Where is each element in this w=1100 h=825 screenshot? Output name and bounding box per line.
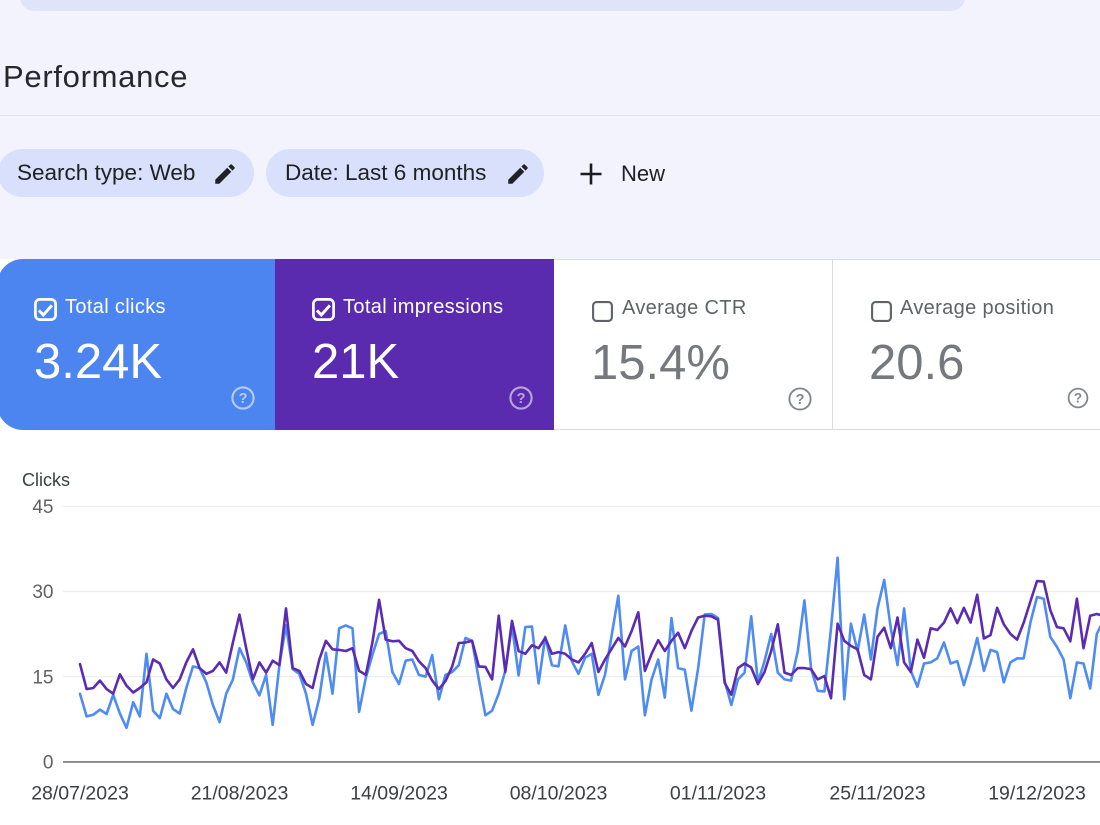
svg-text:19/12/2023: 19/12/2023 bbox=[988, 783, 1086, 805]
svg-text:?: ? bbox=[1074, 391, 1082, 406]
svg-text:15: 15 bbox=[32, 667, 53, 688]
svg-text:0: 0 bbox=[43, 753, 54, 774]
svg-text:?: ? bbox=[517, 391, 526, 407]
svg-text:01/11/2023: 01/11/2023 bbox=[670, 783, 766, 805]
svg-text:25/11/2023: 25/11/2023 bbox=[829, 783, 925, 805]
svg-text:Clicks: Clicks bbox=[22, 470, 70, 490]
svg-text:08/10/2023: 08/10/2023 bbox=[510, 783, 608, 805]
svg-text:?: ? bbox=[239, 391, 248, 407]
svg-text:21/08/2023: 21/08/2023 bbox=[191, 783, 289, 805]
svg-text:45: 45 bbox=[32, 497, 53, 518]
svg-text:?: ? bbox=[796, 392, 805, 408]
svg-text:28/07/2023: 28/07/2023 bbox=[31, 783, 129, 805]
svg-text:14/09/2023: 14/09/2023 bbox=[350, 783, 448, 805]
svg-text:30: 30 bbox=[32, 582, 53, 603]
